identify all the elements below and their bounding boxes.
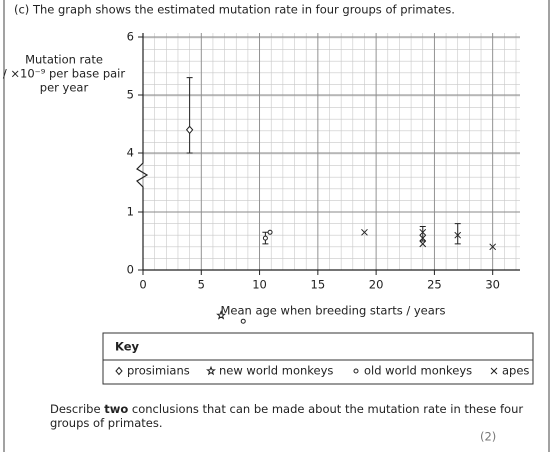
y-axis-label: Mutation rate	[25, 53, 103, 67]
prompt-text: groups of primates.	[50, 416, 163, 430]
y-tick-label: 1	[127, 205, 134, 219]
point	[419, 228, 427, 236]
legend-marker	[490, 367, 498, 375]
y-tick-label: 5	[127, 88, 134, 102]
x-tick-label: 25	[427, 278, 442, 292]
legend-title: Key	[115, 340, 140, 354]
point	[361, 228, 368, 236]
legend-marker	[206, 365, 216, 376]
legend-marker	[115, 366, 123, 376]
legend-label: new world monkeys	[219, 364, 333, 378]
x-tick-label: 15	[311, 278, 326, 292]
legend-marker	[353, 368, 359, 374]
prompt-text: conclusions that can be made about the m…	[128, 402, 523, 416]
point	[419, 240, 427, 248]
y-tick-label: 4	[127, 146, 134, 160]
legend-label: prosimians	[127, 364, 190, 378]
marks: (2)	[480, 430, 496, 444]
point	[489, 243, 497, 251]
y-axis-label: / ×10⁻⁹ per base pair	[3, 67, 126, 81]
legend-label: old world monkeys	[364, 364, 472, 378]
y-axis-label: per year	[40, 81, 89, 95]
x-tick-label: 5	[198, 278, 205, 292]
y-tick-label: 6	[127, 30, 134, 44]
y-tick-label: 0	[127, 263, 134, 277]
prompt-text: Describe	[50, 402, 104, 416]
point	[454, 231, 462, 239]
point	[262, 235, 268, 241]
legend-box	[102, 332, 534, 385]
plot-area: 0 5 10 15 20 25 30 0 1 4 5 6	[127, 30, 520, 324]
x-tick-label: 20	[369, 278, 384, 292]
point	[267, 229, 273, 235]
error-bar	[454, 223, 461, 245]
legend-label: apes	[502, 364, 529, 378]
question-intro: (c) The graph shows the estimated mutati…	[14, 3, 455, 17]
x-tick-label: 10	[252, 278, 267, 292]
y-axis	[136, 33, 149, 270]
point	[419, 234, 427, 242]
point	[216, 310, 227, 320]
point	[240, 318, 246, 324]
prompt-bold: two	[104, 402, 128, 416]
point	[185, 125, 194, 135]
x-axis-label: Mean age when breeding starts / years	[220, 304, 445, 318]
x-tick-label: 0	[139, 278, 146, 292]
error-bar	[186, 77, 193, 154]
x-tick-label: 30	[485, 278, 500, 292]
question-prompt: Describe two conclusions that can be mad…	[50, 402, 523, 430]
